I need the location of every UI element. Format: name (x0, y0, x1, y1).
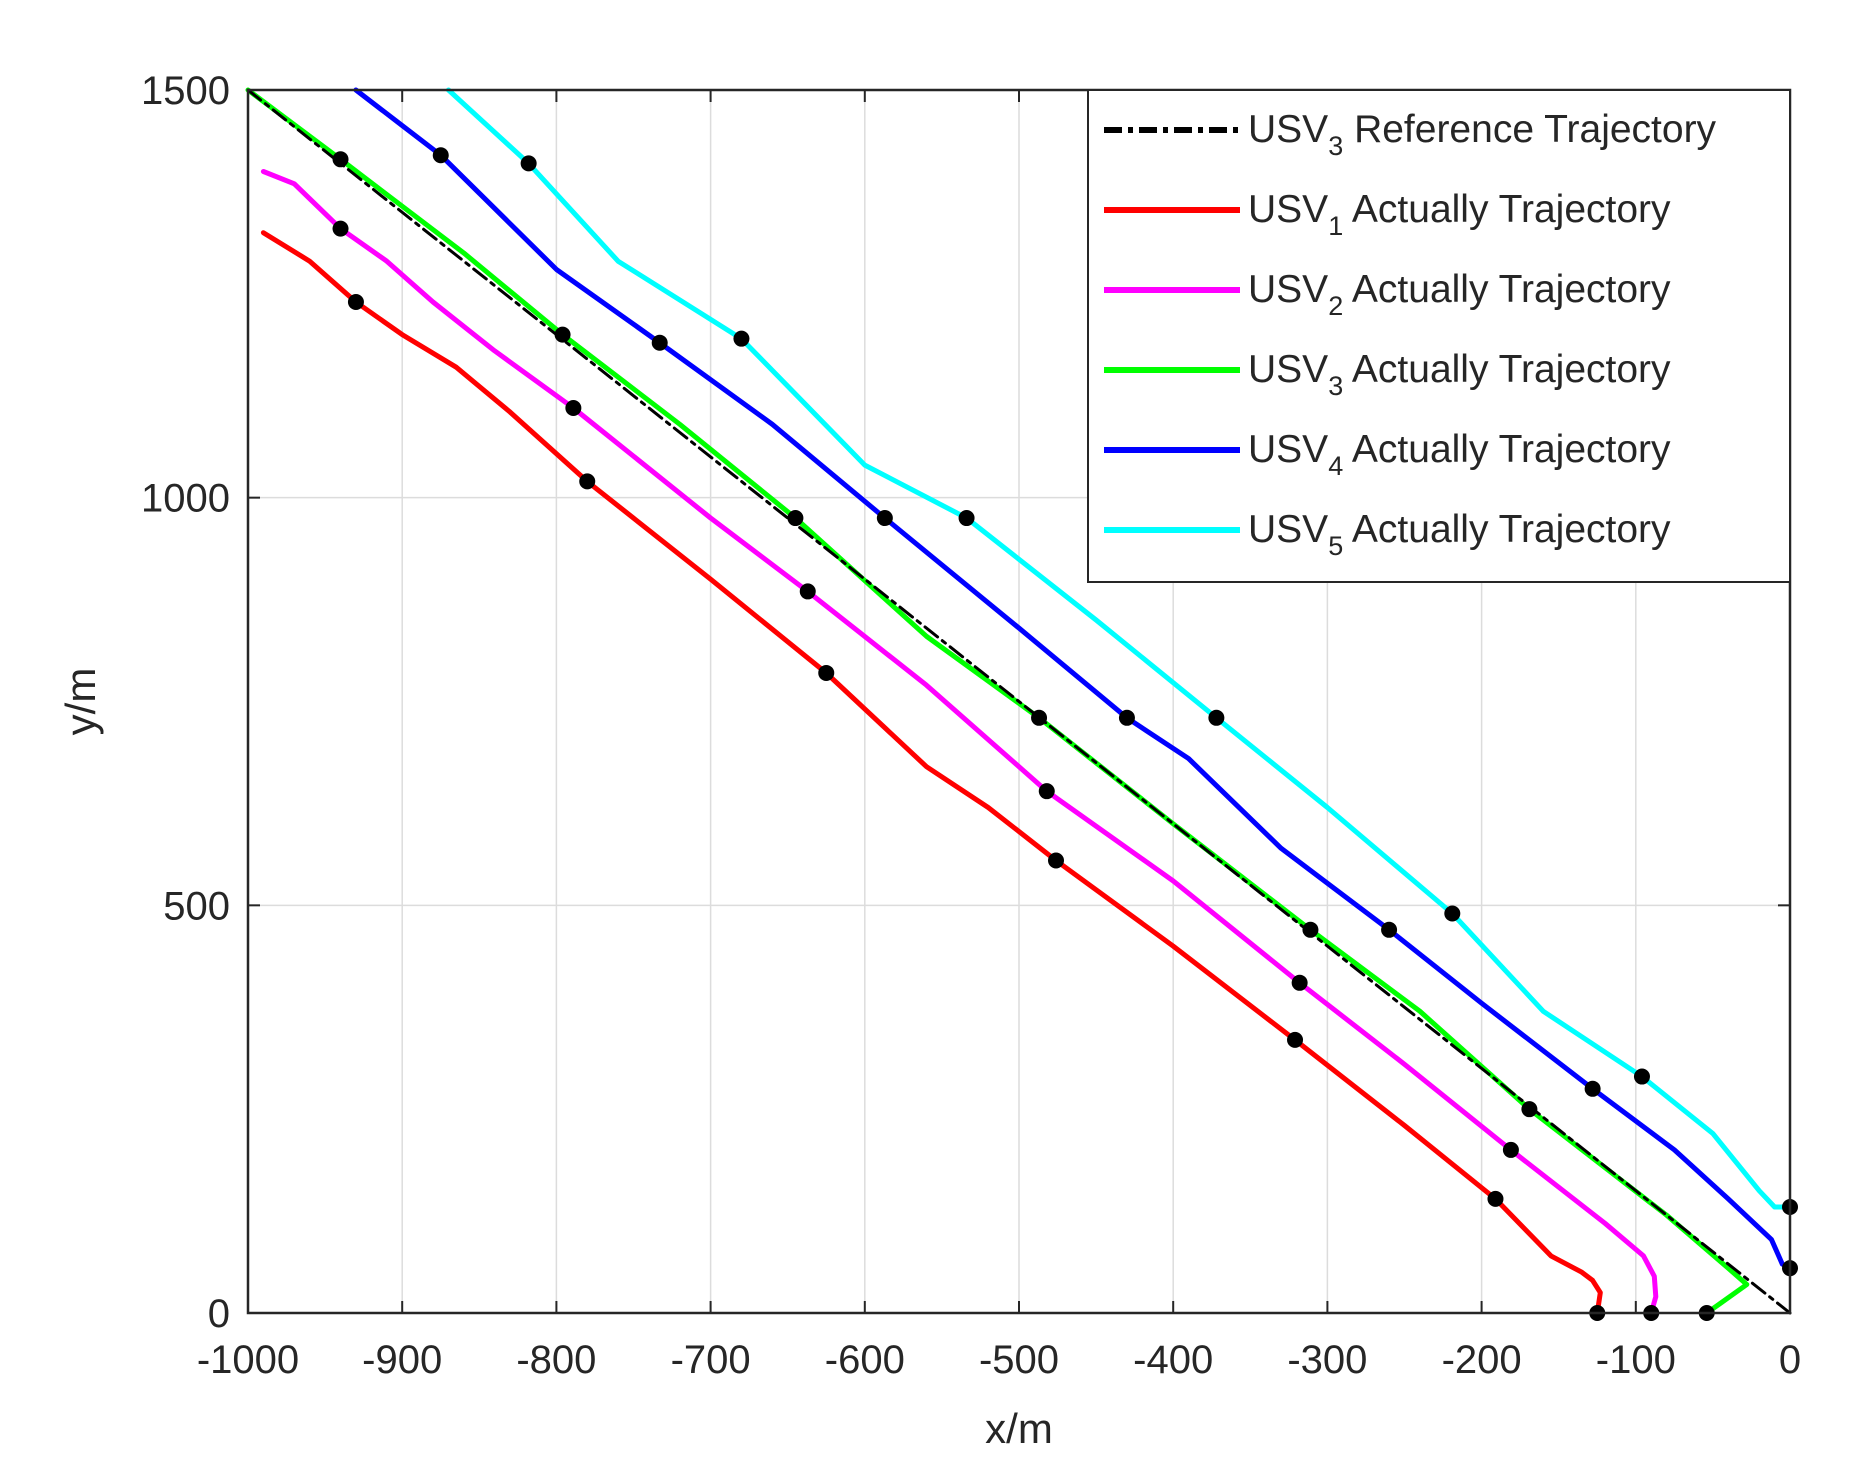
legend-entry-label: USV3 Reference Trajectory (1248, 108, 1717, 161)
legend-suffix: Reference Trajectory (1343, 108, 1716, 151)
y-tick-label: 1000 (141, 477, 230, 521)
x-tick-label: -900 (362, 1338, 442, 1382)
legend-prefix: USV (1248, 268, 1328, 311)
legend-entry-label: USV2 Actually Trajectory (1248, 268, 1671, 321)
x-tick-label: -400 (1133, 1338, 1213, 1382)
marker-point-usv5-actually-trajectory (958, 510, 975, 527)
marker-point-usv1-actually-trajectory (818, 664, 835, 681)
series-line-usv5-actually-trajectory (446, 87, 1793, 1210)
legend-suffix: Actually Trajectory (1343, 348, 1671, 391)
y-axis-label: y/m (57, 668, 104, 736)
marker-point-usv5-actually-trajectory (733, 330, 750, 347)
legend-subscript: 4 (1328, 451, 1343, 481)
legend-prefix: USV (1248, 188, 1328, 231)
legend-entry-label: USV1 Actually Trajectory (1248, 188, 1671, 241)
marker-point-usv1-actually-trajectory (1287, 1031, 1304, 1048)
legend-entry-label: USV3 Actually Trajectory (1248, 348, 1671, 401)
marker-point-usv2-actually-trajectory (799, 583, 816, 600)
marker-point-usv5-actually-trajectory (520, 155, 537, 172)
marker-point-usv3-actually-trajectory (787, 510, 804, 527)
legend-prefix: USV (1248, 108, 1328, 151)
legend-subscript: 3 (1328, 371, 1343, 401)
marker-point-usv5-actually-trajectory (1633, 1068, 1650, 1085)
legend-entry-label: USV5 Actually Trajectory (1248, 508, 1671, 561)
legend-prefix: USV (1248, 428, 1328, 471)
y-tick-label: 0 (208, 1292, 230, 1336)
series-line-usv3-actually-trajectory (245, 87, 1750, 1316)
marker-point-usv4-actually-trajectory (1584, 1080, 1601, 1097)
marker-point-usv5-actually-trajectory (1444, 905, 1461, 922)
marker-point-usv1-actually-trajectory (1487, 1190, 1504, 1207)
legend-prefix: USV (1248, 508, 1328, 551)
x-tick-label: -800 (516, 1338, 596, 1382)
legend-subscript: 2 (1328, 291, 1343, 321)
series-line-usv1-actually-trajectory (260, 230, 1603, 1316)
marker-point-usv2-actually-trajectory (1291, 974, 1308, 991)
legend-subscript: 5 (1328, 531, 1343, 561)
marker-point-usv3-actually-trajectory (554, 326, 571, 343)
marker-point-usv4-actually-trajectory (876, 510, 893, 527)
marker-point-usv1-actually-trajectory (1048, 852, 1065, 869)
x-tick-label: -700 (671, 1338, 751, 1382)
axis-ticks: -1000 -900 -800 -700 -600 -500 -400 -300 -200 -10… (141, 69, 1801, 1382)
x-tick-label: -300 (1287, 1338, 1367, 1382)
legend-entry-label: USV4 Actually Trajectory (1248, 428, 1671, 481)
marker-point-usv3-actually-trajectory (1302, 921, 1319, 938)
legend-box (1087, 89, 1791, 583)
marker-point-usv5-actually-trajectory (1208, 709, 1225, 726)
marker-point-usv3-actually-trajectory (1031, 709, 1048, 726)
marker-point-usv4-actually-trajectory (651, 334, 668, 351)
x-tick-label: -200 (1442, 1338, 1522, 1382)
legend-suffix: Actually Trajectory (1343, 268, 1671, 311)
marker-point-usv2-actually-trajectory (1502, 1141, 1519, 1158)
marker-point-usv1-actually-trajectory (347, 293, 364, 310)
legend-suffix: Actually Trajectory (1343, 188, 1671, 231)
marker-point-usv2-actually-trajectory (332, 220, 349, 237)
y-tick-label: 500 (163, 884, 230, 928)
x-axis-label: x/m (985, 1405, 1053, 1452)
plot-area (245, 87, 1798, 1321)
legend-prefix: USV (1248, 348, 1328, 391)
marker-point-usv3-actually-trajectory (332, 151, 349, 168)
legend-subscript: 3 (1328, 131, 1343, 161)
marker-point-usv4-actually-trajectory (1118, 709, 1135, 726)
marker-point-usv1-actually-trajectory (579, 473, 596, 490)
legend-suffix: Actually Trajectory (1343, 428, 1671, 471)
x-tick-label: -1000 (197, 1338, 299, 1382)
x-tick-label: 0 (1779, 1338, 1801, 1382)
marker-point-usv2-actually-trajectory (1038, 783, 1055, 800)
marker-point-usv3-actually-trajectory (1521, 1101, 1538, 1118)
series-line-usv2-actually-trajectory (260, 169, 1659, 1316)
legend-suffix: Actually Trajectory (1343, 508, 1671, 551)
marker-point-usv4-actually-trajectory (1381, 921, 1398, 938)
y-tick-label: 1500 (141, 69, 230, 113)
x-tick-label: -500 (979, 1338, 1059, 1382)
marker-point-usv4-actually-trajectory (432, 147, 449, 164)
x-tick-label: -100 (1596, 1338, 1676, 1382)
series-line-usv4-actually-trajectory (353, 87, 1793, 1271)
x-tick-label: -600 (825, 1338, 905, 1382)
marker-point-usv2-actually-trajectory (565, 399, 582, 416)
legend-subscript: 1 (1328, 211, 1343, 241)
